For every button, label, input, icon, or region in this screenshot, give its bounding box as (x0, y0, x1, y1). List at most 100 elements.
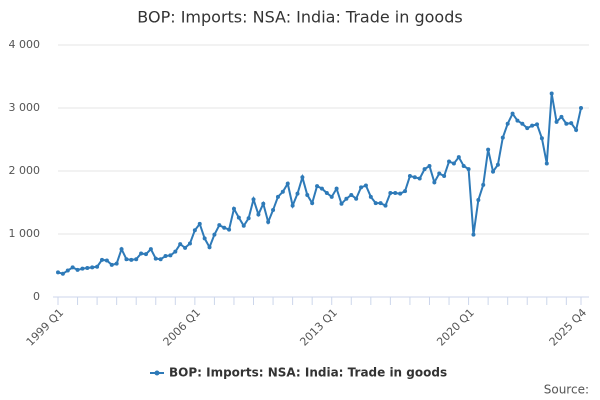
source: Source: (544, 383, 589, 397)
point (535, 122, 540, 127)
point (564, 121, 569, 126)
point (412, 175, 417, 180)
point (530, 123, 535, 128)
point (344, 196, 349, 201)
point (569, 121, 574, 126)
point (334, 186, 339, 191)
point (422, 167, 427, 172)
point (197, 221, 202, 226)
point (295, 191, 300, 196)
point (148, 247, 153, 252)
y-tick-label: 1 000 (9, 227, 41, 240)
point (153, 256, 158, 261)
point (456, 155, 461, 160)
point (510, 111, 515, 116)
point (539, 136, 544, 141)
point (500, 135, 505, 140)
point (363, 183, 368, 188)
point (471, 232, 476, 237)
point (99, 257, 104, 262)
point (85, 266, 90, 271)
point (310, 201, 315, 206)
point (70, 265, 75, 270)
point (398, 191, 403, 196)
point (231, 206, 236, 211)
point (324, 191, 329, 196)
point (134, 257, 139, 262)
x-tick-label: 2020 Q1 (434, 306, 477, 349)
point (222, 225, 227, 230)
point (256, 212, 261, 217)
point (437, 171, 442, 176)
point (544, 161, 549, 166)
point (212, 232, 217, 237)
point (163, 254, 168, 259)
point (285, 181, 290, 186)
point (520, 121, 525, 126)
point (319, 186, 324, 191)
point (139, 251, 144, 256)
point (315, 184, 320, 189)
point (349, 192, 354, 197)
point (241, 223, 246, 228)
point (261, 201, 266, 206)
point (80, 266, 85, 271)
point (290, 203, 295, 208)
point (275, 194, 280, 199)
point (354, 196, 359, 201)
point (373, 201, 378, 206)
point (95, 264, 100, 269)
point (158, 257, 163, 262)
point (447, 159, 452, 164)
chart-title: BOP: Imports: NSA: India: Trade in goods (137, 8, 462, 27)
point (227, 227, 232, 232)
point (75, 267, 80, 272)
point (187, 241, 192, 246)
point (56, 270, 60, 275)
point (476, 197, 481, 202)
point (339, 201, 344, 206)
point (143, 252, 148, 257)
y-tick-label: 3 000 (9, 101, 41, 114)
point (486, 147, 491, 152)
point (329, 194, 334, 199)
x-tick-label: 2013 Q1 (297, 306, 340, 349)
point (559, 114, 564, 119)
point (109, 262, 114, 267)
point (432, 180, 437, 185)
point (65, 268, 70, 273)
point (388, 191, 393, 196)
point (251, 197, 256, 202)
point (168, 253, 173, 258)
point (515, 118, 520, 123)
point (202, 236, 207, 241)
point (505, 121, 510, 126)
point (495, 162, 500, 167)
point (119, 247, 124, 252)
line (57, 93, 582, 275)
point (451, 161, 456, 166)
point (383, 203, 388, 208)
point (525, 126, 530, 131)
point (407, 174, 412, 179)
point (173, 249, 178, 254)
point (207, 245, 212, 250)
point (271, 208, 276, 213)
y-tick-label: 2 000 (9, 164, 41, 177)
point (124, 257, 129, 262)
point (466, 167, 471, 172)
point (129, 257, 134, 262)
point (461, 163, 466, 168)
point (427, 163, 432, 168)
point (305, 192, 310, 197)
point (300, 175, 305, 180)
legend-label: BOP: Imports: NSA: India: Trade in goods (169, 366, 447, 380)
point (266, 220, 271, 225)
point (183, 245, 188, 250)
point (417, 176, 422, 181)
point (491, 169, 496, 174)
point (554, 119, 559, 124)
point (579, 106, 583, 110)
point (178, 242, 183, 247)
